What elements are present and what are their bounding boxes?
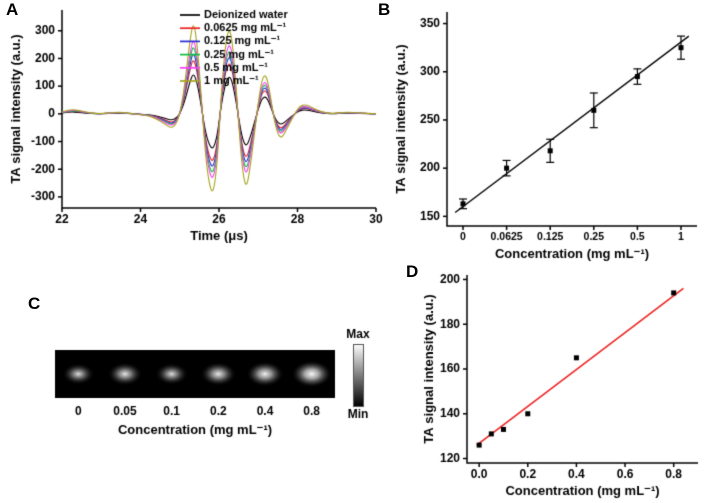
panel-c-pa-image [15, 298, 405, 470]
panel-label-b: B [378, 0, 391, 19]
panel-label-a: A [6, 0, 19, 19]
panel-label-c: C [28, 294, 41, 313]
panel-label-d: D [406, 262, 419, 281]
panel-b-scatter-chart [385, 0, 707, 272]
panel-d-scatter-chart [415, 263, 707, 503]
panel-a-waveform-chart [0, 0, 388, 262]
